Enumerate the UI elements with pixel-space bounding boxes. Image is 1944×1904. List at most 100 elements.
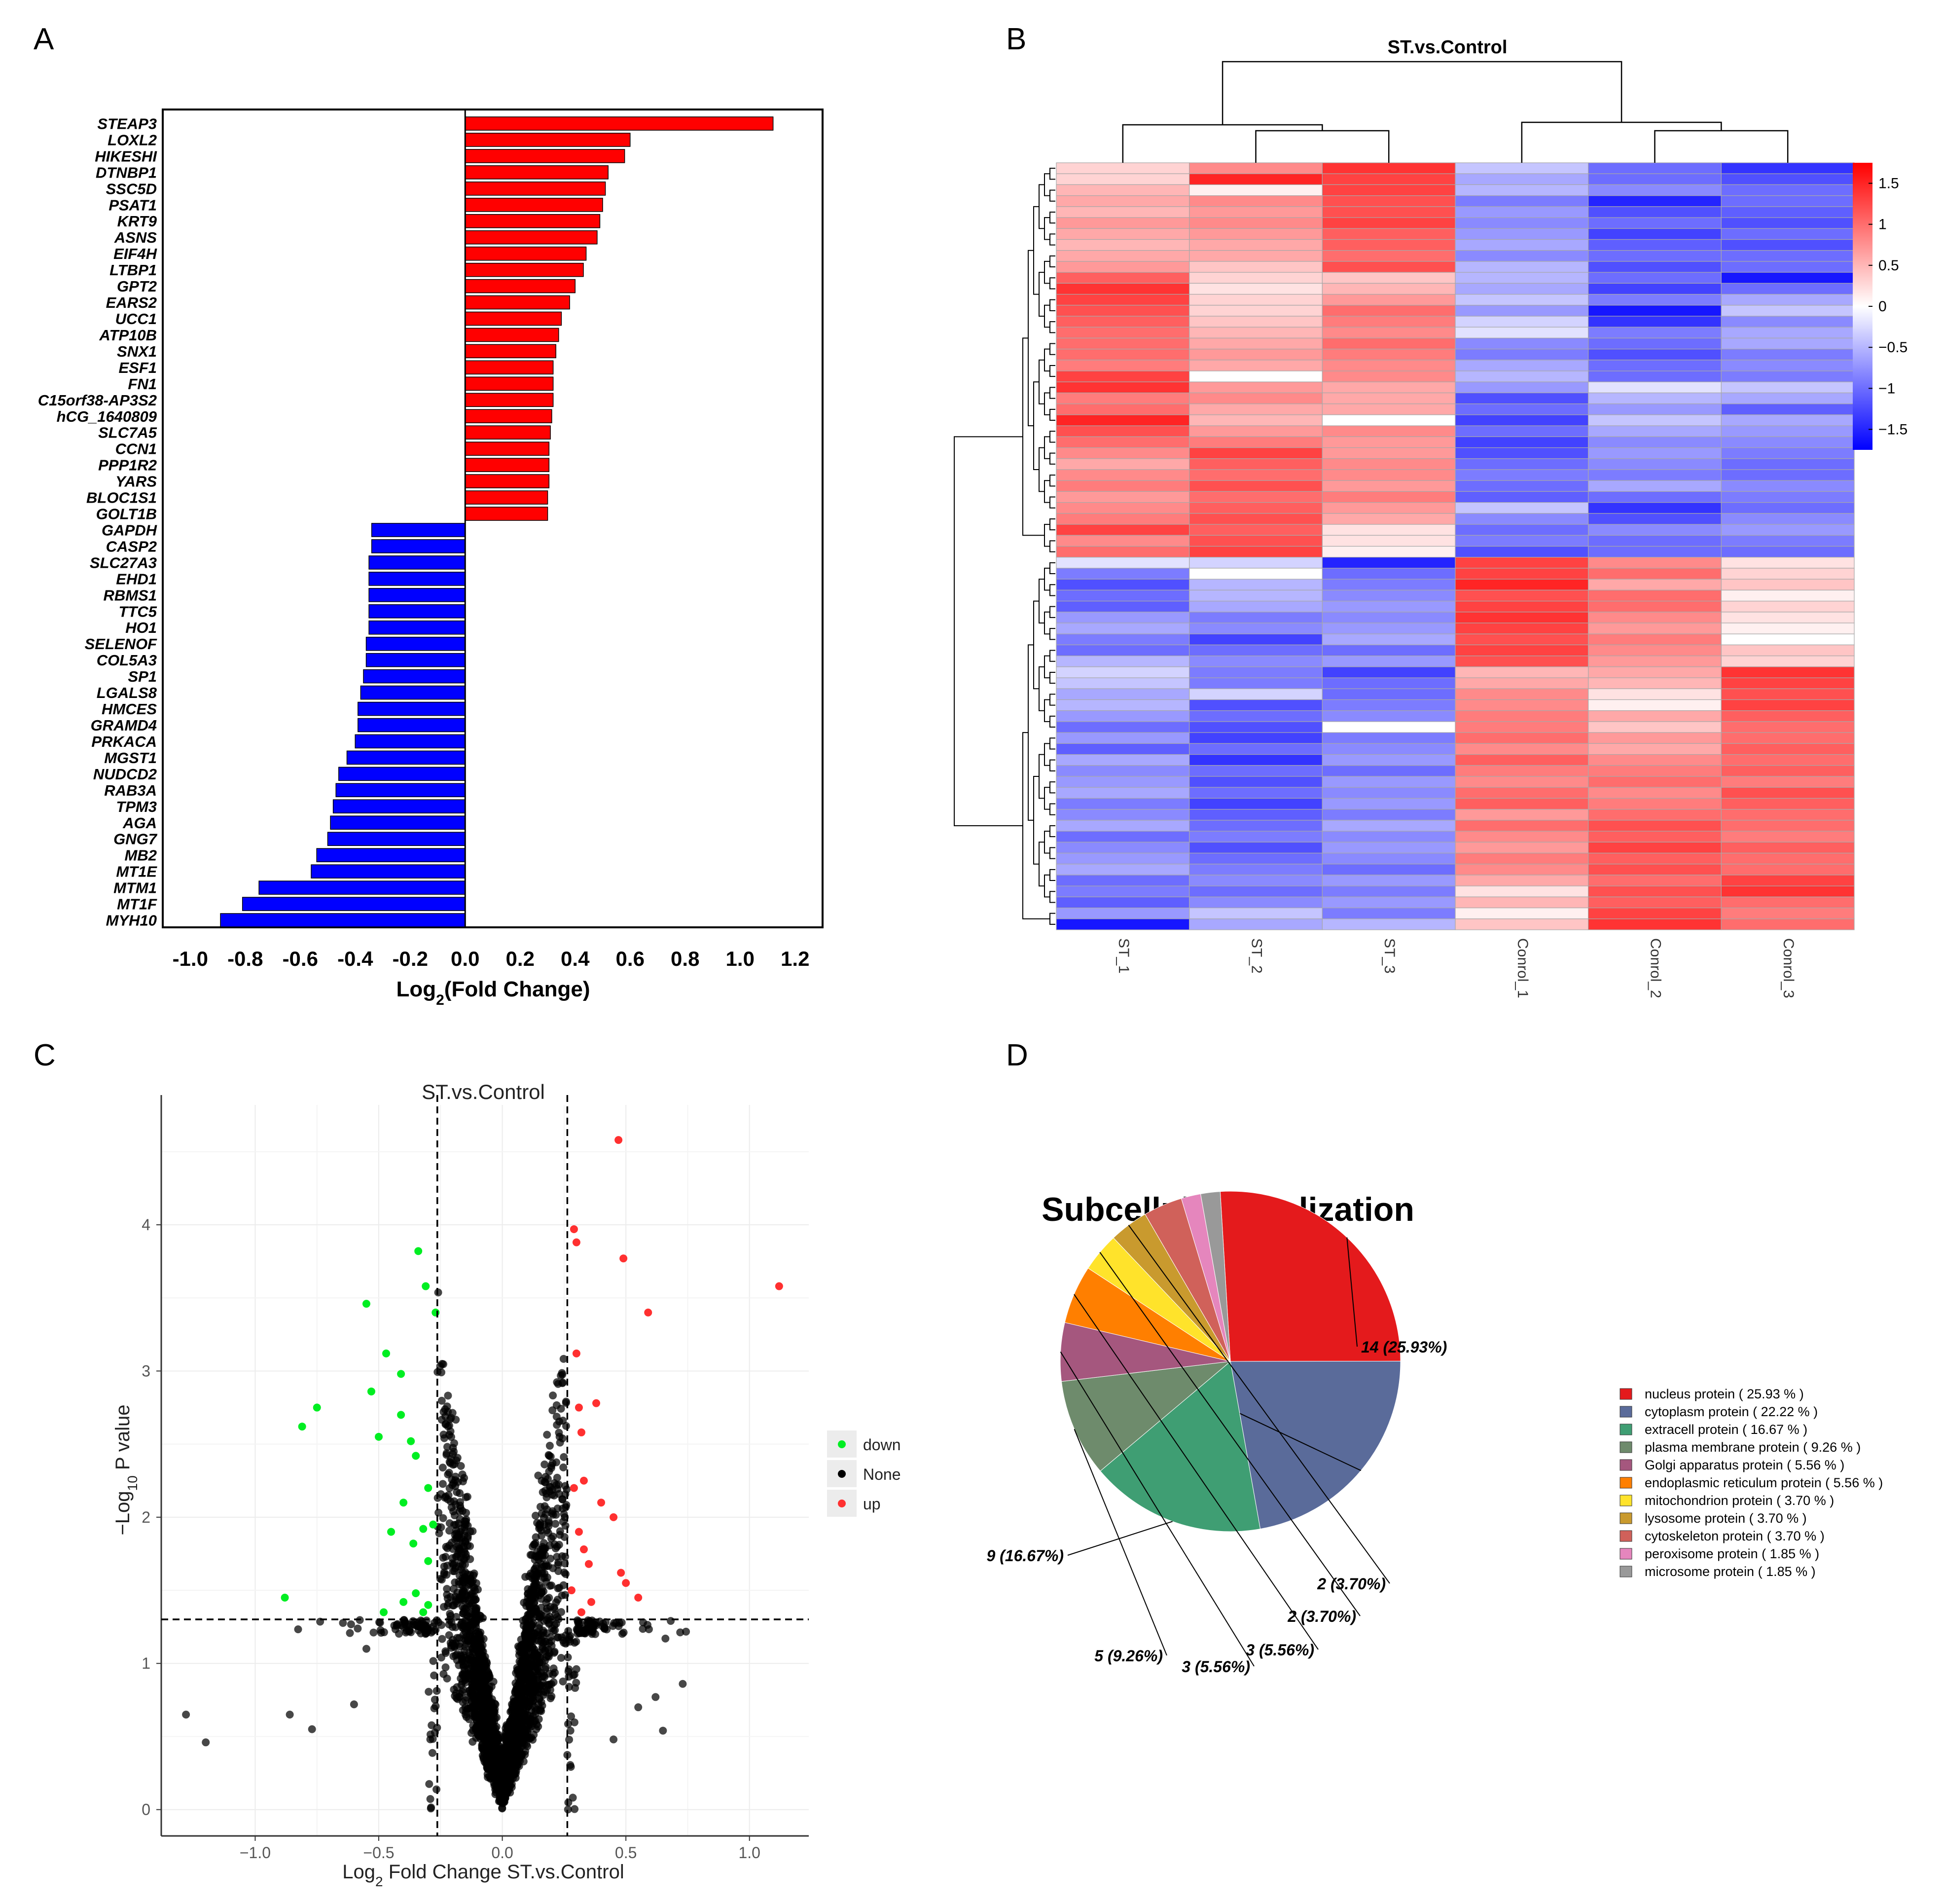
none-point — [483, 1770, 492, 1778]
pie-legend-label-endoplasmic-reticulum-protein: endoplasmic reticulum protein ( 5.56 % ) — [1645, 1475, 1883, 1490]
heatmap-cell — [1721, 765, 1855, 777]
dendrogram-branch — [1654, 130, 1789, 163]
none-point — [524, 1639, 533, 1647]
heatmap-cell — [1189, 721, 1323, 733]
heatmap-cell — [1189, 414, 1323, 426]
heatmap-cell — [1721, 469, 1855, 481]
none-point — [618, 1630, 626, 1638]
heatmap-cell — [1056, 414, 1190, 426]
none-point — [468, 1590, 476, 1598]
x-tick-label: −1.0 — [240, 1844, 271, 1862]
dendrogram-branch — [1033, 381, 1039, 470]
none-point — [468, 1619, 477, 1627]
dendrogram-branch — [1049, 343, 1055, 355]
heatmap-cell — [1455, 502, 1589, 514]
heatmap-cell — [1322, 557, 1456, 569]
gene-label-COL5A3: COL5A3 — [97, 652, 157, 669]
heatmap-cell — [1721, 458, 1855, 470]
none-point — [441, 1553, 450, 1561]
pie-label-endoplasmic-reticulum-protein: 3 (5.56%) — [1246, 1641, 1314, 1659]
heatmap-cell — [1056, 513, 1190, 525]
none-point — [440, 1570, 448, 1578]
none-point — [547, 1692, 556, 1700]
pie-legend-label-plasma-membrane-protein: plasma membrane protein ( 9.26 % ) — [1645, 1440, 1861, 1455]
bar-KRT9 — [465, 214, 601, 228]
down-point — [399, 1499, 408, 1507]
heatmap-cell — [1455, 885, 1589, 897]
gene-label-TPM3: TPM3 — [116, 798, 157, 815]
heatmap-cell — [1056, 162, 1190, 174]
none-point — [466, 1577, 474, 1586]
heatmap-cell — [1322, 710, 1456, 722]
heatmap-cell — [1189, 491, 1323, 503]
none-point — [450, 1497, 458, 1505]
none-point — [362, 1645, 370, 1653]
heatmap-cell — [1322, 568, 1456, 580]
bar-RBMS1 — [368, 588, 466, 602]
none-point — [546, 1582, 554, 1590]
heatmap-cell — [1721, 261, 1855, 273]
heatmap-cell — [1588, 688, 1722, 700]
heatmap-cell — [1189, 316, 1323, 328]
heatmap-cell — [1455, 162, 1589, 174]
heatmap-cell — [1721, 864, 1855, 876]
y-tick-label: 2 — [142, 1508, 150, 1526]
up-point — [610, 1513, 618, 1521]
heatmap-cell — [1322, 666, 1456, 678]
heatmap-cell — [1322, 250, 1456, 262]
y-tick-label: 3 — [142, 1362, 150, 1380]
gene-label-LTBP1: LTBP1 — [109, 261, 157, 279]
heatmap-cell — [1588, 261, 1722, 273]
heatmap-cell — [1056, 327, 1190, 339]
heatmap-cell — [1056, 787, 1190, 799]
gene-label-DTNBP1: DTNBP1 — [96, 164, 157, 181]
none-point — [531, 1710, 540, 1719]
dendrogram-branch — [1049, 211, 1055, 224]
dendrogram-branch — [1049, 496, 1055, 509]
down-point — [367, 1387, 375, 1395]
heatmap-cell — [1322, 162, 1456, 174]
none-point — [457, 1462, 465, 1470]
heatmap-cell — [1322, 403, 1456, 415]
heatmap-cell — [1588, 557, 1722, 569]
down-point — [432, 1308, 440, 1317]
up-point — [575, 1403, 583, 1412]
heatmap-cell — [1721, 293, 1855, 306]
heatmap-cell — [1056, 907, 1190, 919]
gene-label-MT1F: MT1F — [117, 896, 157, 913]
gene-label-EIF4H: EIF4H — [113, 245, 157, 262]
none-point — [535, 1624, 543, 1632]
none-point — [461, 1584, 469, 1592]
up-point — [622, 1579, 630, 1587]
gene-label-FN1: FN1 — [128, 375, 157, 393]
heatmap-cell — [1721, 589, 1855, 602]
up-point — [614, 1136, 623, 1144]
none-point — [542, 1560, 550, 1569]
dendrogram-branch — [1049, 869, 1055, 881]
bar-ATP10B — [465, 328, 559, 342]
none-point — [497, 1770, 505, 1778]
heatmap-cell — [1588, 469, 1722, 481]
dendrogram-branch — [1049, 408, 1055, 421]
none-point — [551, 1611, 559, 1619]
heatmap-cell — [1189, 677, 1323, 689]
bar-MTM1 — [258, 880, 466, 895]
heatmap-cell — [1588, 677, 1722, 689]
down-point — [387, 1528, 396, 1536]
none-point — [659, 1726, 667, 1735]
none-point — [469, 1690, 478, 1699]
none-point — [541, 1551, 549, 1559]
none-point — [458, 1470, 467, 1479]
heatmap-cell — [1455, 337, 1589, 350]
none-point — [470, 1610, 479, 1618]
heatmap-cell — [1056, 293, 1190, 306]
heatmap-cell — [1322, 392, 1456, 404]
none-point — [460, 1548, 468, 1556]
heatmap-cell — [1455, 842, 1589, 854]
heatmap-cell — [1588, 579, 1722, 590]
none-point — [561, 1570, 570, 1578]
none-point — [443, 1495, 452, 1503]
none-point — [346, 1629, 354, 1637]
pie-legend-key-plasma-membrane-protein — [1620, 1441, 1632, 1453]
heatmap-cell — [1056, 776, 1190, 788]
